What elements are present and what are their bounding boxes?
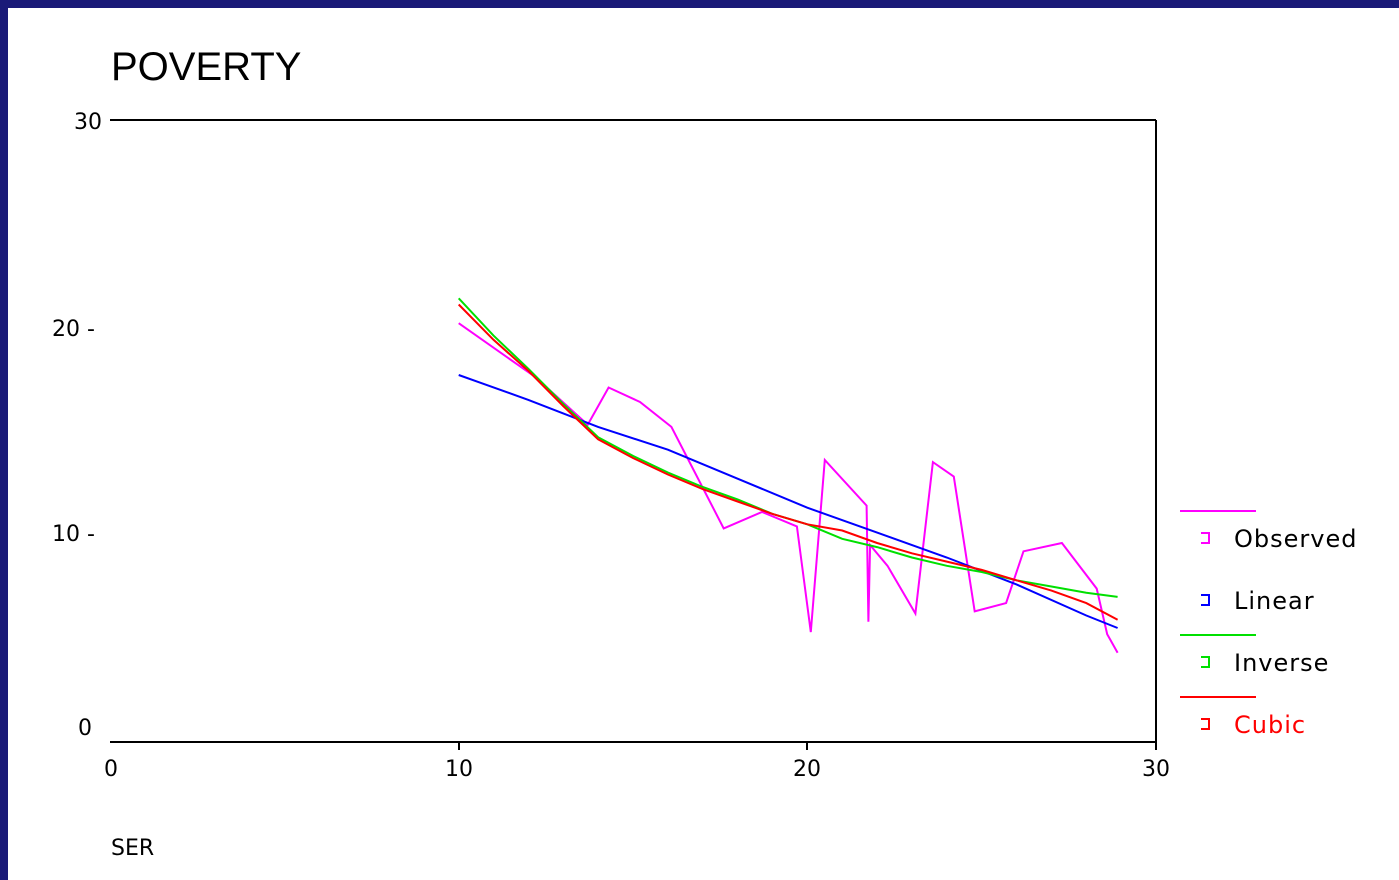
- legend: Observed Linear Inverse Cubic: [1180, 510, 1357, 739]
- legend-marker-linear: [1201, 594, 1210, 606]
- legend-label-inverse: Inverse: [1234, 649, 1329, 677]
- series-line-linear: [458, 374, 1118, 629]
- legend-marker-observed: [1201, 532, 1210, 544]
- x-axis-label: SER: [111, 836, 154, 861]
- chart: POVERTY 30 20 - 10 - 0 0 10 20 30 SER Ob…: [52, 45, 1357, 861]
- x-tick-label-30: 30: [1142, 757, 1170, 782]
- x-tick-label-10: 10: [445, 757, 473, 782]
- legend-label-cubic: Cubic: [1234, 711, 1306, 739]
- series-line-inverse: [457, 297, 1118, 598]
- legend-label-observed: Observed: [1234, 525, 1357, 553]
- x-tick-label-20: 20: [793, 757, 821, 782]
- y-tick-label-20: 20 -: [52, 317, 95, 342]
- x-tick-label-0: 0: [104, 757, 118, 782]
- y-tick-label-0: 0: [78, 716, 92, 741]
- legend-marker-cubic: [1201, 718, 1210, 730]
- legend-marker-inverse: [1201, 656, 1210, 668]
- legend-label-linear: Linear: [1234, 587, 1315, 615]
- chart-slide: POVERTY 30 20 - 10 - 0 0 10 20 30 SER Ob…: [8, 8, 1399, 880]
- series-line-cubic: [457, 303, 1119, 621]
- y-tick-label-30: 30: [74, 110, 102, 135]
- chart-title: POVERTY: [111, 45, 301, 89]
- series-line-observed: [458, 322, 1119, 654]
- series-layer: [457, 297, 1119, 654]
- y-tick-label-10: 10 -: [52, 522, 95, 547]
